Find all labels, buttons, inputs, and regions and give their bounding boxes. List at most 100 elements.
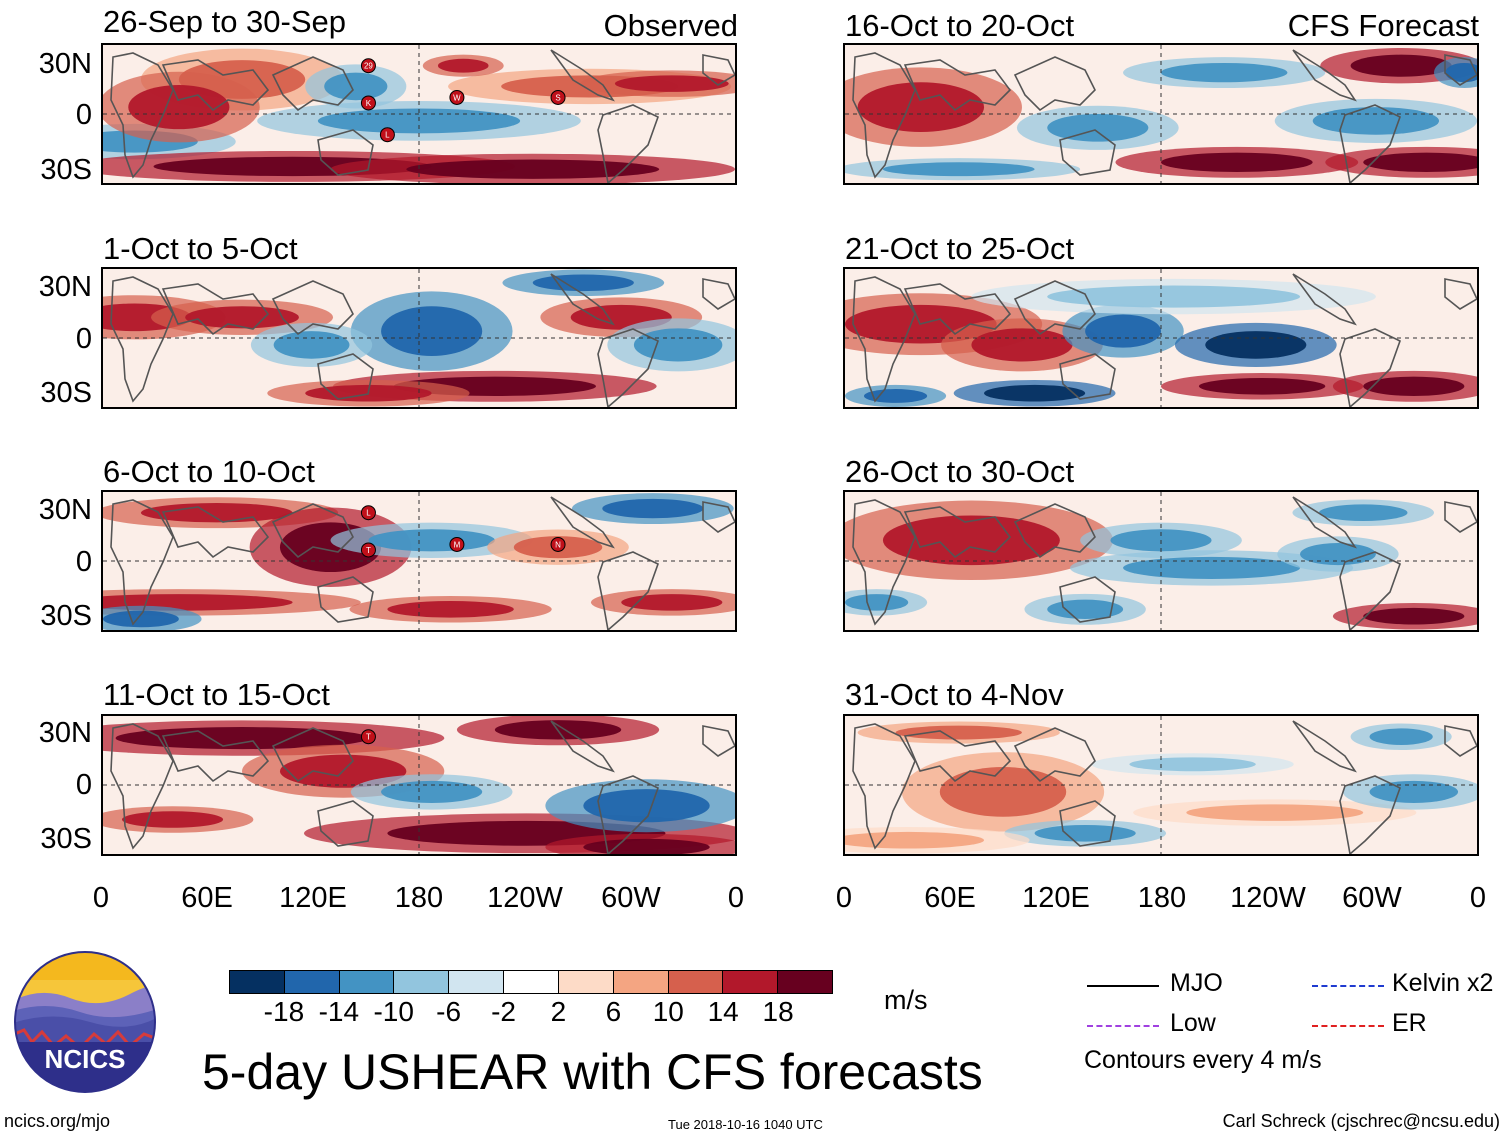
heatmap-blob: [103, 610, 179, 628]
lon-label: 120W: [1230, 882, 1306, 914]
heatmap-svg: T: [103, 716, 735, 854]
panel-title-obs-2: 1-Oct to 5-Oct: [103, 231, 298, 266]
heatmap-blob: [583, 789, 710, 823]
heatmap-blob: [583, 838, 710, 854]
footer-url[interactable]: ncics.org/mjo: [4, 1111, 111, 1131]
heatmap-blob: [1047, 599, 1124, 619]
colorbar-tick-label: -10: [373, 996, 414, 1027]
heatmap-blob: [1047, 285, 1301, 308]
coastline: [1292, 720, 1357, 773]
coastline: [317, 800, 374, 847]
coastline: [161, 506, 270, 559]
coastline: [903, 506, 1012, 559]
legend-line-low: [1087, 1025, 1159, 1027]
coastline: [597, 104, 659, 183]
coastline: [1339, 551, 1401, 630]
footer-timestamp: Tue 2018-10-16 1040 UTC: [668, 1117, 823, 1132]
coastline: [1059, 576, 1116, 623]
lat-label-30s: 30S: [40, 600, 92, 632]
heatmap-blob: [863, 389, 928, 403]
storm-label: S: [555, 93, 560, 102]
coastline: [903, 730, 1012, 783]
lat-label-30n: 30N: [38, 271, 92, 303]
colorbar: [229, 970, 833, 994]
coastline: [1339, 104, 1401, 183]
heatmap-blob: [128, 85, 230, 130]
legend-line-mjo: [1087, 985, 1159, 987]
colorbar-tick-label: -6: [436, 996, 462, 1027]
heatmap-blob: [1363, 607, 1465, 625]
coastline: [597, 551, 659, 630]
colorbar-tick-label: 14: [707, 996, 739, 1027]
map-panel-fcst-4: [843, 714, 1479, 856]
coastline: [110, 276, 174, 403]
storm-marker: T: [360, 729, 376, 745]
coastline: [1013, 503, 1096, 559]
ncics-logo[interactable]: NCICS: [10, 950, 160, 1095]
coastline: [1292, 496, 1357, 549]
lat-label-eq: 0: [75, 323, 92, 355]
panel-title-fcst-2: 21-Oct to 25-Oct: [845, 231, 1075, 266]
heatmap-blob: [1198, 378, 1326, 395]
storm-marker: L: [379, 127, 395, 143]
coastline: [110, 499, 174, 626]
heatmap-blob: [532, 274, 634, 292]
panel-tag-cfs: CFS Forecast: [1287, 8, 1479, 43]
panel-title-fcst-1: 16-Oct to 20-Oct: [845, 8, 1075, 43]
heatmap-svg: [845, 716, 1477, 854]
map-panel-fcst-2: [843, 267, 1479, 409]
heatmap-blob: [1123, 556, 1301, 579]
lat-label-eq: 0: [75, 769, 92, 801]
legend-label-er: ER: [1392, 1009, 1427, 1037]
coastline: [550, 273, 615, 326]
coastline: [317, 576, 374, 623]
panel-title-obs-3: 6-Oct to 10-Oct: [103, 454, 315, 489]
coastline: [317, 353, 374, 400]
heatmap-blob: [368, 529, 495, 552]
storm-marker: W: [449, 89, 465, 105]
coastline: [1013, 727, 1096, 783]
coastline: [1013, 56, 1096, 112]
lon-label: 120W: [487, 882, 563, 914]
main-title: 5-day USHEAR with CFS forecasts: [202, 1044, 983, 1100]
coastline: [271, 503, 354, 559]
coastline: [852, 723, 916, 850]
coastline: [161, 59, 270, 112]
coastline: [1013, 280, 1096, 336]
coastline: [1444, 725, 1477, 757]
lat-label-30s: 30S: [40, 823, 92, 855]
colorbar-swatch: [778, 971, 832, 993]
colorbar-tick-label: -18: [263, 996, 305, 1027]
colorbar-tick-label: 18: [762, 996, 794, 1027]
storm-label: T: [366, 733, 371, 742]
colorbar-swatch: [339, 971, 395, 993]
legend-label-kelvin: Kelvin x2: [1392, 969, 1494, 997]
coastline: [1292, 49, 1357, 102]
heatmap-blob: [971, 328, 1073, 362]
coastline: [550, 49, 615, 102]
heatmap-svg: [845, 492, 1477, 630]
lon-label: 0: [92, 882, 110, 914]
heatmap-svg: [845, 269, 1477, 407]
map-panel-fcst-1: [843, 43, 1479, 185]
lat-label-30n: 30N: [38, 717, 92, 749]
heatmap-blob: [437, 58, 489, 73]
legend-line-kelvin: [1312, 985, 1384, 987]
lat-label-30n: 30N: [38, 494, 92, 526]
colorbar-swatch: [284, 971, 340, 993]
logo-text: NCICS: [45, 1044, 126, 1074]
storm-marker: M: [449, 536, 465, 552]
storm-label: N: [555, 540, 561, 549]
contour-note: Contours every 4 m/s: [1084, 1046, 1322, 1074]
heatmap-blob: [1319, 504, 1408, 521]
storm-marker: K: [360, 95, 376, 111]
coastline: [550, 496, 615, 549]
lat-label-30s: 30S: [40, 154, 92, 186]
heatmap-blob: [882, 515, 1060, 566]
lat-label-30s: 30S: [40, 377, 92, 409]
storm-label: W: [453, 93, 461, 102]
heatmap-svg: [103, 269, 735, 407]
lon-label: 60E: [181, 882, 233, 914]
coastline: [852, 276, 916, 403]
lat-label-eq: 0: [75, 546, 92, 578]
